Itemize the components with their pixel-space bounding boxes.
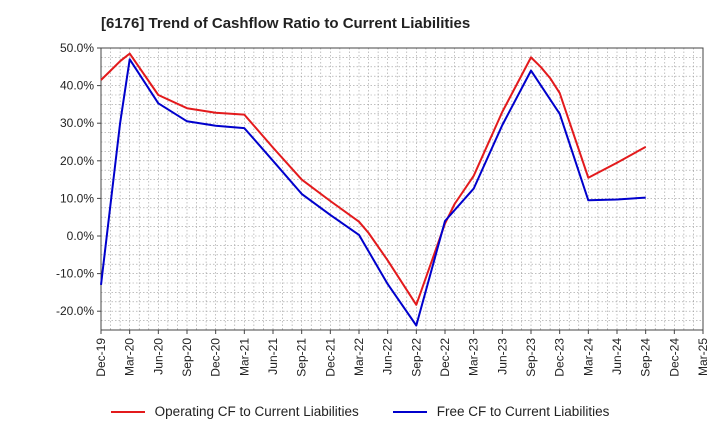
- x-tick-label: Dec-19: [94, 338, 108, 377]
- y-tick-label: 50.0%: [60, 41, 94, 55]
- x-tick-label: Jun-21: [266, 338, 280, 375]
- x-tick-label: Mar-22: [352, 338, 366, 376]
- x-tick-label: Jun-23: [495, 338, 509, 375]
- grid-lines: [101, 48, 703, 330]
- series-line-free-cf: [100, 58, 646, 327]
- x-tick-label: Dec-23: [553, 338, 567, 377]
- legend-label-free-cf: Free CF to Current Liabilities: [436, 404, 610, 419]
- x-tick-label: Dec-24: [667, 338, 681, 377]
- legend: Operating CF to Current Liabilities Free…: [0, 404, 720, 419]
- y-tick-label: 10.0%: [60, 191, 94, 205]
- x-tick-label: Mar-20: [123, 338, 137, 376]
- y-tick-label: 40.0%: [60, 79, 94, 93]
- x-tick-label: Mar-21: [237, 338, 251, 376]
- x-tick-label: Jun-20: [151, 338, 165, 375]
- x-tick-label: Mar-25: [696, 338, 710, 376]
- plot-frame: [100, 47, 704, 331]
- y-tick-label: -10.0%: [56, 267, 94, 281]
- x-tick-label: Dec-21: [323, 338, 337, 377]
- x-tick-label: Mar-23: [467, 338, 481, 376]
- axis-ticks: 50.0% 40.0% 30.0% 20.0% 10.0% 0.0% -10.0% -20.0…: [56, 41, 710, 377]
- x-tick-label: Sep-23: [524, 338, 538, 377]
- series-line-operating-cf: [100, 52, 647, 306]
- legend-swatch-free-cf: [392, 410, 427, 413]
- x-tick-label: Sep-21: [295, 338, 309, 377]
- chart-title: [6176] Trend of Cashflow Ratio to Curren…: [101, 15, 471, 32]
- x-tick-label: Dec-22: [438, 338, 452, 377]
- y-tick-label: 0.0%: [67, 229, 95, 243]
- x-tick-label: Mar-24: [581, 338, 595, 376]
- legend-label-operating-cf: Operating CF to Current Liabilities: [154, 404, 359, 419]
- legend-item-free-cf: Free CF to Current Liabilities: [392, 404, 610, 419]
- legend-swatch-operating-cf: [110, 410, 145, 413]
- x-tick-label: Sep-20: [180, 338, 194, 377]
- x-tick-label: Sep-24: [639, 338, 653, 377]
- x-tick-label: Sep-22: [409, 338, 423, 377]
- series-lines: [100, 52, 647, 327]
- legend-item-operating-cf: Operating CF to Current Liabilities: [110, 404, 359, 419]
- y-tick-label: 20.0%: [60, 154, 94, 168]
- y-tick-label: -20.0%: [56, 304, 94, 318]
- x-tick-label: Dec-20: [209, 338, 223, 377]
- x-tick-label: Jun-24: [610, 338, 624, 375]
- x-tick-label: Jun-22: [381, 338, 395, 375]
- y-tick-label: 30.0%: [60, 116, 94, 130]
